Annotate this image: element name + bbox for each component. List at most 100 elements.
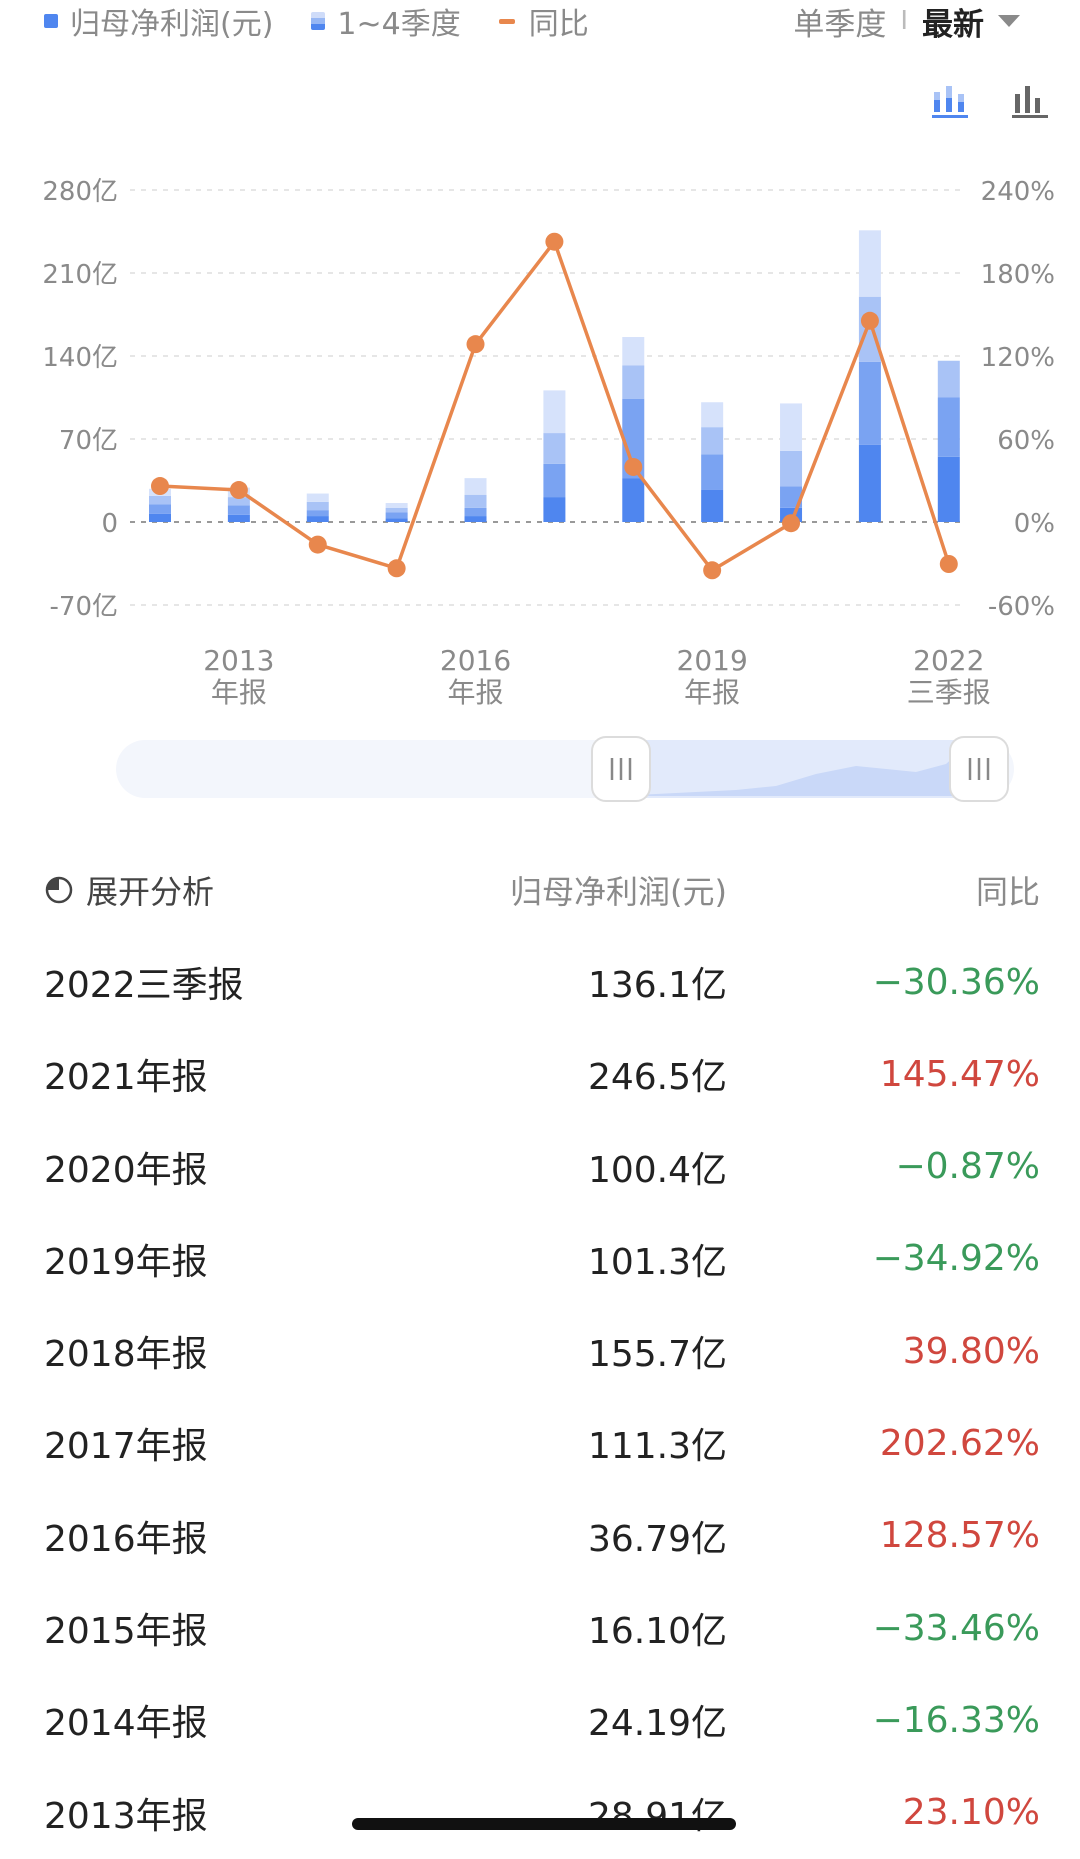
y-right-tick-label: -60% [988, 592, 1055, 622]
y-left-tick-label: 210亿 [42, 260, 118, 290]
row-yoy: 145.47% [879, 1053, 1040, 1095]
legend-item-yoy[interactable]: 同比 [498, 0, 589, 43]
y-left-tick-label: 140亿 [42, 343, 118, 373]
slider-handle-right[interactable] [949, 736, 1009, 802]
row-yoy: −34.92% [872, 1238, 1040, 1280]
table-row[interactable]: 2019年报 101.3亿 −34.92% [0, 1213, 1080, 1305]
table-row[interactable]: 2016年报 36.79亿 128.57% [0, 1490, 1080, 1582]
y-right-tick-label: 120% [981, 343, 1055, 373]
column-header-profit: 归母净利润(元) [510, 873, 727, 911]
stacked-bar-chart-icon[interactable] [930, 80, 970, 120]
home-indicator[interactable] [352, 1818, 736, 1830]
table-row[interactable]: 2020年报 100.4亿 −0.87% [0, 1121, 1080, 1213]
bar-segment-q3 [306, 501, 329, 511]
row-period: 2018年报 [44, 1334, 208, 1376]
x-tick-label-sub: 年报 [684, 676, 740, 709]
y-right-tick-label: 60% [997, 426, 1055, 456]
single-quarter-toggle[interactable]: 单季度 [793, 6, 887, 43]
legend-label-yoy: 同比 [528, 7, 589, 42]
bar-segment-q3 [149, 495, 171, 505]
bar-segment-q3 [701, 427, 724, 455]
legend-label-quarters: 1~4季度 [337, 7, 461, 42]
bar-segment-q1 [227, 514, 250, 522]
period-selector[interactable]: 单季度 I 最新 [793, 0, 1020, 43]
row-yoy: 202.62% [879, 1422, 1040, 1464]
x-tick-label: 2013 [203, 644, 274, 677]
yoy-point [387, 559, 406, 578]
yoy-point [624, 457, 643, 476]
row-profit: 24.19亿 [587, 1703, 727, 1745]
expand-analysis-button[interactable]: 展开分析 [44, 860, 214, 920]
column-header-yoy: 同比 [975, 873, 1040, 911]
row-profit: 36.79亿 [587, 1518, 727, 1560]
legend-item-quarters[interactable]: 1~4季度 [311, 0, 461, 43]
bar-chart-icon[interactable] [1010, 80, 1050, 120]
y-left-tick-label: -70亿 [50, 592, 118, 622]
bar-segment-q1 [937, 456, 960, 522]
bar-segment-q1 [701, 489, 724, 522]
legend-swatch-yoy [498, 18, 515, 24]
row-period: 2016年报 [44, 1518, 208, 1560]
y-left-tick-label: 0 [101, 509, 118, 539]
row-period: 2021年报 [44, 1057, 208, 1099]
table-row[interactable]: 2015年报 16.10亿 −33.46% [0, 1582, 1080, 1674]
chart-legend: 归母净利润(元) 1~4季度 同比 [44, 0, 627, 42]
slider-handle-left[interactable] [591, 736, 651, 802]
table-row[interactable]: 2013年报 28.91亿 23.10% [0, 1767, 1080, 1859]
bar-segment-q3 [464, 494, 487, 508]
y-left-tick-label: 280亿 [42, 177, 118, 207]
row-period: 2019年报 [44, 1241, 208, 1283]
legend-swatch-profit [44, 14, 58, 28]
x-tick-label: 2022 [913, 644, 984, 677]
x-tick-label-sub: 年报 [211, 676, 267, 709]
bar-segment-q1 [543, 497, 566, 522]
bar-segment-q1 [622, 478, 645, 522]
bar-segment-q4 [701, 402, 724, 428]
x-tick-label-sub: 年报 [448, 676, 504, 709]
row-profit: 155.7亿 [587, 1334, 727, 1376]
chevron-down-icon[interactable] [998, 15, 1020, 27]
bar-segment-q1 [385, 518, 408, 522]
bar-segment-q4 [780, 403, 803, 451]
slider-preview [614, 746, 972, 796]
row-yoy: 23.10% [902, 1792, 1040, 1834]
bar-segment-q2 [227, 505, 250, 515]
table-row[interactable]: 2017年报 111.3亿 202.62% [0, 1397, 1080, 1489]
row-profit: 136.1亿 [587, 965, 727, 1006]
data-table: 2022三季报 136.1亿 −30.36% 2021年报 246.5亿 145… [0, 936, 1080, 1859]
y-right-tick-label: 180% [981, 260, 1055, 290]
row-yoy: −30.36% [872, 961, 1040, 1003]
row-period: 2015年报 [44, 1611, 208, 1653]
row-period: 2022三季报 [44, 965, 244, 1006]
bar-segment-q1 [464, 516, 487, 522]
legend-item-profit[interactable]: 归母净利润(元) [44, 0, 273, 43]
bar-segment-q3 [622, 365, 645, 399]
bar-segment-q2 [385, 512, 408, 519]
yoy-point [229, 481, 248, 500]
bar-segment-q2 [149, 504, 171, 514]
bar-segment-q1 [306, 516, 329, 522]
latest-dropdown[interactable]: 最新 [922, 6, 984, 43]
bar-segment-q2 [306, 510, 329, 517]
yoy-point [939, 554, 958, 573]
bar-segment-q1 [149, 513, 171, 522]
table-row[interactable]: 2014年报 24.19亿 −16.33% [0, 1674, 1080, 1766]
x-tick-label-sub: 三季报 [907, 676, 991, 709]
yoy-point [151, 477, 169, 496]
bar-segment-q3 [227, 497, 250, 506]
bar-segment-q4 [622, 337, 645, 366]
bar-segment-q4 [858, 230, 881, 297]
row-yoy: −0.87% [895, 1146, 1040, 1188]
bar-segment-q3 [385, 507, 408, 513]
row-period: 2020年报 [44, 1149, 208, 1191]
bar-segment-q3 [937, 360, 960, 398]
table-row[interactable]: 2022三季报 136.1亿 −30.36% [0, 936, 1080, 1028]
legend-swatch-quarters [311, 12, 326, 30]
table-row[interactable]: 2021年报 246.5亿 145.47% [0, 1028, 1080, 1120]
bar-segment-q4 [306, 493, 329, 502]
bar-segment-q3 [780, 450, 803, 487]
range-slider[interactable] [116, 734, 1014, 804]
row-yoy: −33.46% [872, 1607, 1040, 1649]
row-period: 2014年报 [44, 1703, 208, 1745]
table-row[interactable]: 2018年报 155.7亿 39.80% [0, 1305, 1080, 1397]
